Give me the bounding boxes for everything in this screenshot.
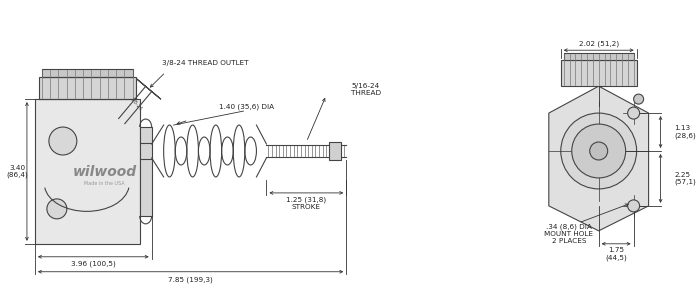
- Text: 5/16-24
THREAD: 5/16-24 THREAD: [351, 83, 382, 96]
- Text: 3/8-24 THREAD OUTLET: 3/8-24 THREAD OUTLET: [162, 60, 248, 66]
- Text: 1.40 (35,6) DIA: 1.40 (35,6) DIA: [218, 104, 274, 110]
- Polygon shape: [136, 79, 161, 99]
- Text: 1.75
(44,5): 1.75 (44,5): [606, 247, 627, 260]
- Circle shape: [572, 124, 626, 178]
- Circle shape: [49, 127, 77, 155]
- Text: 2.25
(57,1): 2.25 (57,1): [675, 172, 696, 185]
- Text: Made in the USA: Made in the USA: [85, 181, 125, 186]
- Bar: [140, 127, 152, 216]
- Text: .34 (8,6) DIA
MOUNT HOLE
2 PLACES: .34 (8,6) DIA MOUNT HOLE 2 PLACES: [545, 224, 594, 244]
- Text: 3.40
(86,4): 3.40 (86,4): [6, 165, 28, 178]
- Circle shape: [634, 94, 643, 104]
- Bar: [564, 53, 634, 60]
- Bar: [35, 99, 140, 244]
- Bar: [329, 142, 342, 160]
- Circle shape: [561, 113, 636, 189]
- Text: 3/8-24: 3/8-24: [130, 96, 144, 112]
- Circle shape: [589, 142, 608, 160]
- Polygon shape: [549, 86, 649, 231]
- Text: 1.13
(28,6): 1.13 (28,6): [675, 125, 696, 139]
- Circle shape: [628, 107, 640, 119]
- Text: 1.25 (31,8)
STROKE: 1.25 (31,8) STROKE: [286, 196, 326, 210]
- Text: wilwood: wilwood: [73, 165, 136, 179]
- Bar: [42, 69, 133, 77]
- Circle shape: [47, 199, 67, 219]
- Bar: [561, 60, 636, 86]
- Bar: [39, 77, 136, 99]
- Text: 3.96 (100,5): 3.96 (100,5): [71, 260, 116, 267]
- Text: 7.85 (199,3): 7.85 (199,3): [168, 277, 213, 283]
- Circle shape: [628, 200, 640, 212]
- Text: 2.02 (51,2): 2.02 (51,2): [579, 41, 619, 48]
